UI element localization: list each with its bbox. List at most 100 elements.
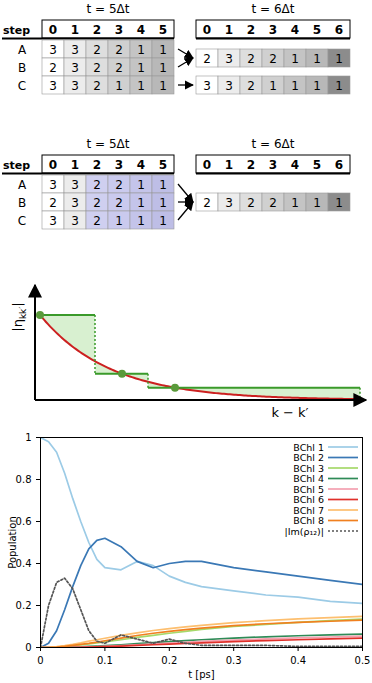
svg-text:4: 4 [137,23,145,37]
svg-text:0.2: 0.2 [161,655,177,666]
svg-text:5: 5 [159,158,167,172]
svg-text:1: 1 [335,196,343,210]
svg-text:2: 2 [93,178,101,192]
svg-text:1: 1 [335,52,343,66]
svg-text:t [ps]: t [ps] [188,669,215,680]
svg-text:1: 1 [159,196,167,210]
svg-text:3: 3 [71,196,79,210]
svg-text:3: 3 [71,79,79,93]
svg-text:1: 1 [291,79,299,93]
svg-text:0: 0 [49,158,57,172]
svg-text:BChl 1: BChl 1 [293,442,324,453]
svg-text:t = 5Δt: t = 5Δt [87,137,130,151]
svg-text:5: 5 [313,23,321,37]
svg-text:3: 3 [269,158,277,172]
svg-text:3: 3 [49,79,57,93]
svg-text:3: 3 [225,196,233,210]
svg-text:2: 2 [93,61,101,75]
svg-text:BChl 2: BChl 2 [293,452,324,463]
svg-text:1: 1 [313,196,321,210]
svg-text:|Im(ρ₁₂)|: |Im(ρ₁₂)| [284,526,324,537]
svg-text:2: 2 [247,196,255,210]
svg-text:1: 1 [137,43,145,57]
svg-text:0.6: 0.6 [16,516,32,527]
svg-text:1: 1 [71,23,79,37]
svg-text:4: 4 [137,158,145,172]
svg-text:0.8: 0.8 [16,474,32,485]
svg-text:2: 2 [203,196,211,210]
svg-text:1: 1 [137,61,145,75]
svg-text:t = 5Δt: t = 5Δt [87,2,130,16]
svg-text:2: 2 [247,52,255,66]
svg-text:2: 2 [93,214,101,228]
svg-text:3: 3 [71,43,79,57]
svg-text:2: 2 [93,23,101,37]
svg-text:1: 1 [225,158,233,172]
svg-text:2: 2 [269,52,277,66]
svg-text:BChl 3: BChl 3 [293,463,324,474]
svg-text:3: 3 [71,178,79,192]
svg-text:BChl 8: BChl 8 [293,515,324,526]
svg-text:3: 3 [71,61,79,75]
svg-text:2: 2 [269,196,277,210]
svg-text:BChl 4: BChl 4 [293,473,324,484]
svg-text:2: 2 [247,23,255,37]
svg-text:5: 5 [159,23,167,37]
svg-text:0.3: 0.3 [226,655,242,666]
svg-text:A: A [18,43,27,57]
svg-text:1: 1 [313,79,321,93]
svg-text:step: step [3,24,30,37]
svg-text:1: 1 [115,79,123,93]
svg-text:1: 1 [159,178,167,192]
svg-text:0.5: 0.5 [355,655,371,666]
svg-text:3: 3 [71,214,79,228]
svg-text:BChl 6: BChl 6 [293,494,324,505]
svg-text:1: 1 [313,52,321,66]
svg-text:0.2: 0.2 [16,600,32,611]
svg-text:3: 3 [49,178,57,192]
svg-text:4: 4 [291,23,299,37]
svg-text:2: 2 [93,158,101,172]
svg-text:0.4: 0.4 [290,655,306,666]
svg-text:3: 3 [115,23,123,37]
svg-text:3: 3 [269,23,277,37]
svg-text:1: 1 [291,196,299,210]
svg-text:3: 3 [49,214,57,228]
svg-text:1: 1 [25,432,31,443]
svg-text:2: 2 [49,196,57,210]
svg-text:6: 6 [335,23,343,37]
svg-text:2: 2 [93,196,101,210]
svg-text:step: step [3,159,30,172]
svg-text:t = 6Δt: t = 6Δt [252,2,295,16]
svg-text:1: 1 [291,52,299,66]
svg-text:C: C [18,79,26,93]
svg-text:|ηkk′|: |ηkk′| [10,302,28,331]
svg-text:1: 1 [159,43,167,57]
svg-text:1: 1 [137,79,145,93]
svg-text:2: 2 [247,158,255,172]
svg-text:t = 6Δt: t = 6Δt [252,137,295,151]
svg-text:1: 1 [225,23,233,37]
svg-text:2: 2 [115,196,123,210]
svg-text:2: 2 [115,61,123,75]
svg-text:2: 2 [115,178,123,192]
svg-text:0: 0 [25,642,31,653]
svg-text:B: B [18,196,26,210]
svg-text:0: 0 [37,655,43,666]
svg-text:1: 1 [159,61,167,75]
svg-text:3: 3 [203,79,211,93]
svg-text:B: B [18,61,26,75]
svg-text:1: 1 [115,214,123,228]
svg-text:0.1: 0.1 [97,655,113,666]
svg-text:1: 1 [335,79,343,93]
svg-text:BChl 7: BChl 7 [293,505,324,516]
svg-text:2: 2 [49,61,57,75]
svg-text:1: 1 [137,196,145,210]
svg-text:1: 1 [71,158,79,172]
svg-text:5: 5 [313,158,321,172]
svg-text:k − k′: k − k′ [271,405,308,420]
svg-text:0.4: 0.4 [16,558,32,569]
svg-text:1: 1 [137,214,145,228]
svg-text:6: 6 [335,158,343,172]
svg-text:1: 1 [137,178,145,192]
